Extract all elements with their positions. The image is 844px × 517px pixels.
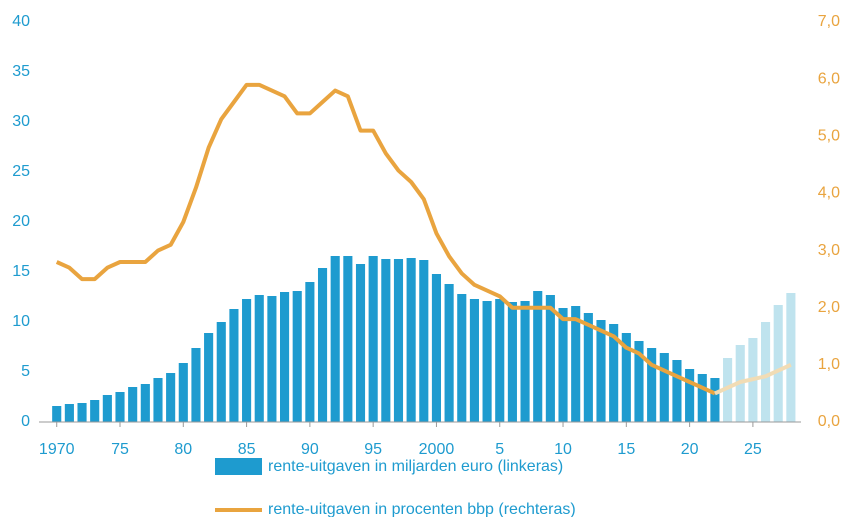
bar <box>64 404 74 422</box>
y2-tick-label: 0,0 <box>818 413 840 430</box>
bar <box>571 306 581 422</box>
bar <box>406 258 416 422</box>
bar <box>280 292 290 422</box>
bar <box>659 353 669 422</box>
bar <box>596 320 606 422</box>
bar <box>305 282 315 422</box>
bar <box>204 333 214 422</box>
bar <box>786 293 796 422</box>
y2-tick-label: 4,0 <box>818 185 840 202</box>
bar <box>229 309 239 422</box>
bar <box>431 274 442 422</box>
bar <box>216 322 226 422</box>
bar <box>457 294 467 422</box>
bar <box>583 313 593 422</box>
bar <box>520 301 530 422</box>
bar <box>191 348 201 422</box>
bar <box>609 324 619 422</box>
line <box>714 363 792 396</box>
y2-tick-label: 5,0 <box>818 128 840 145</box>
bar <box>267 296 277 422</box>
x-tick-label: 15 <box>617 441 635 458</box>
bar <box>317 268 328 422</box>
y2-tick-label: 3,0 <box>818 242 840 259</box>
bar <box>381 259 391 422</box>
bar <box>166 373 176 422</box>
bar <box>52 406 62 422</box>
bar <box>697 374 707 422</box>
bar <box>355 264 366 422</box>
y2-tick-label: 1,0 <box>818 356 840 373</box>
bar <box>140 384 150 422</box>
bar <box>292 291 302 422</box>
y-tick-label: 35 <box>12 63 30 80</box>
bar <box>254 295 264 422</box>
y-tick-label: 5 <box>21 363 30 380</box>
x-tick-label: 85 <box>238 441 256 458</box>
bar <box>507 302 517 422</box>
x-tick-label: 80 <box>174 441 192 458</box>
x-tick-label: 2000 <box>419 441 455 458</box>
bar <box>647 348 657 422</box>
bar <box>242 299 252 422</box>
bar <box>672 360 682 422</box>
bar <box>621 333 631 422</box>
bar <box>444 284 454 422</box>
bar <box>545 295 555 422</box>
y2-tick-label: 2,0 <box>818 299 840 316</box>
bar <box>495 299 505 422</box>
bar <box>710 378 720 422</box>
legend-label: rente-uitgaven in procenten bbp (rechter… <box>268 501 576 517</box>
bar <box>393 259 404 422</box>
bar <box>90 400 100 422</box>
bar <box>153 378 163 422</box>
line <box>55 82 716 396</box>
y-tick-label: 40 <box>12 13 30 30</box>
bar <box>178 363 188 422</box>
x-tick-label: 10 <box>554 441 572 458</box>
bar <box>723 358 733 422</box>
y-tick-label: 0 <box>21 413 30 430</box>
x-tick-label: 95 <box>364 441 382 458</box>
y-tick-label: 30 <box>12 113 30 130</box>
bar <box>469 299 479 422</box>
bar <box>77 403 87 422</box>
legend-label: rente-uitgaven in miljarden euro (linker… <box>268 458 563 475</box>
bar <box>634 341 644 422</box>
bar <box>419 260 429 422</box>
y2-tick-label: 7,0 <box>818 13 840 30</box>
y-tick-label: 15 <box>12 263 30 280</box>
bar <box>128 387 138 422</box>
bar <box>343 256 353 422</box>
bar <box>558 308 568 422</box>
bar <box>773 305 783 422</box>
y-tick-label: 20 <box>12 213 30 230</box>
x-tick-label: 1970 <box>39 441 75 458</box>
bar <box>115 392 125 422</box>
legend-swatch <box>215 458 262 475</box>
bar <box>368 256 378 422</box>
bar <box>761 322 771 422</box>
bar <box>533 291 543 422</box>
bar <box>482 301 492 422</box>
x-tick-label: 20 <box>681 441 699 458</box>
x-tick-label: 5 <box>495 441 504 458</box>
bar <box>102 395 112 422</box>
bar <box>330 256 340 422</box>
x-tick-label: 90 <box>301 441 319 458</box>
x-tick-label: 75 <box>111 441 129 458</box>
bar <box>685 369 695 422</box>
x-tick-label: 25 <box>744 441 762 458</box>
y-tick-label: 25 <box>12 163 30 180</box>
y-tick-label: 10 <box>12 313 30 330</box>
y2-tick-label: 6,0 <box>818 70 840 87</box>
